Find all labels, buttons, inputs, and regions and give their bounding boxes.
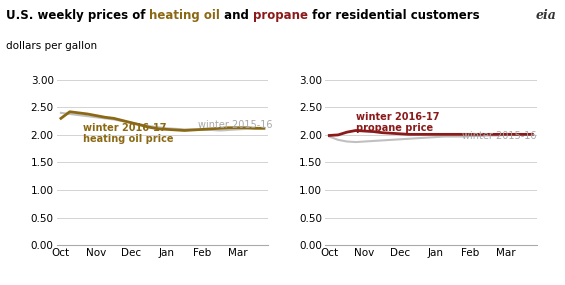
Text: winter 2016-17
propane price: winter 2016-17 propane price: [356, 112, 439, 133]
Text: U.S. weekly prices of: U.S. weekly prices of: [6, 9, 149, 22]
Text: winter 2015-16: winter 2015-16: [198, 120, 272, 130]
Text: winter 2016-17
heating oil price: winter 2016-17 heating oil price: [83, 123, 173, 144]
Text: and: and: [220, 9, 253, 22]
Text: for residential customers: for residential customers: [308, 9, 480, 22]
Text: propane: propane: [253, 9, 308, 22]
Text: winter 2015-16: winter 2015-16: [462, 131, 536, 141]
Text: heating oil: heating oil: [149, 9, 220, 22]
Text: dollars per gallon: dollars per gallon: [6, 41, 97, 51]
Text: eia: eia: [536, 9, 557, 22]
